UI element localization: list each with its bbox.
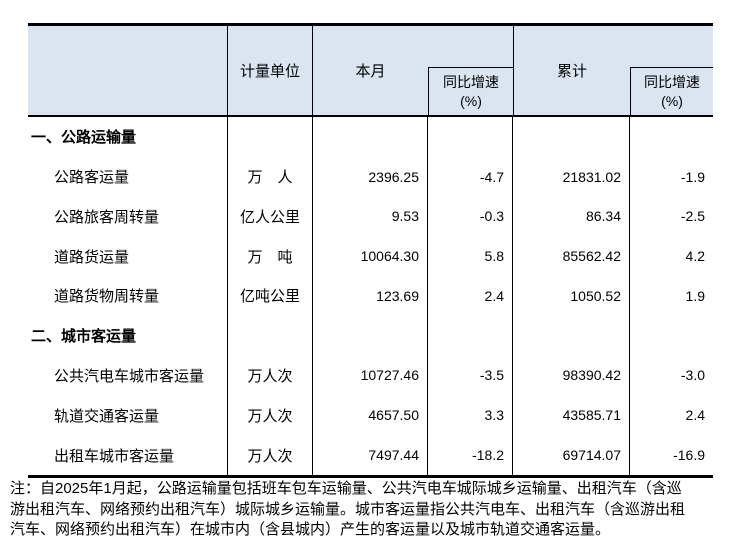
row-label: 公路客运量 (28, 156, 228, 197)
cell-yoy-value (428, 315, 513, 356)
cell-unit: 亿吨公里 (228, 276, 313, 316)
cell-yoy-value: -18.2 (428, 435, 513, 475)
cell-unit: 万 人 (228, 156, 313, 197)
cell-month-value: 2396.25 (313, 156, 428, 197)
cell-cumulative-value: 69714.07 (513, 435, 630, 475)
header-cumulative-column: 累计 (513, 26, 630, 115)
cell-cumulative-yoy-value: -1.9 (680, 168, 705, 185)
cell-month-value (313, 117, 428, 157)
row-label: 道路货运量 (28, 236, 228, 277)
header-yoy-month-column: 同比增速 (%) (428, 67, 513, 115)
cell-yoy-value: 2.4 (428, 276, 513, 316)
cell-cumulative-value: 98390.42 (513, 355, 630, 396)
cell-unit (228, 315, 313, 356)
cell-yoy-value (428, 117, 513, 157)
yoy-percent-label: (%) (661, 92, 683, 109)
cell-unit: 万人次 (228, 355, 313, 396)
cell-cumulative-value: 1050.52 (513, 276, 630, 316)
cell-unit (228, 117, 313, 157)
cell-month-value: 123.69 (313, 276, 428, 316)
row-label: 轨道交通客运量 (28, 395, 228, 436)
header-unit-column: 计量单位 (228, 26, 313, 115)
cell-cumulative-yoy-value: -16.9 (673, 447, 705, 463)
header-yoy-cumulative-column: 同比增速 (%) (630, 67, 713, 115)
cell-month-value: 7497.44 (313, 435, 428, 475)
cell-yoy-value: -3.5 (428, 355, 513, 396)
cell-unit: 万人次 (228, 395, 313, 436)
cell-unit: 亿人公里 (228, 196, 313, 237)
yoy-percent-label: (%) (460, 92, 482, 109)
cell-unit: 万 吨 (228, 236, 313, 277)
row-label: 一、公路运输量 (28, 117, 228, 157)
row-label: 公共汽电车城市客运量 (28, 355, 228, 396)
row-label: 道路货物周转量 (28, 276, 228, 316)
cell-cumulative-value: 86.34 (513, 196, 630, 237)
cell-cumulative-yoy-value (630, 316, 713, 356)
cell-month-value: 9.53 (313, 196, 428, 237)
row-label: 公路旅客周转量 (28, 196, 228, 237)
cell-yoy-value: 3.3 (428, 395, 513, 436)
header-month-column: 本月 (355, 63, 386, 80)
cell-cumulative-yoy-value: 2.4 (685, 407, 705, 424)
cell-cumulative-value: 43585.71 (513, 395, 630, 436)
cell-month-value: 4657.50 (313, 395, 428, 436)
cell-cumulative-value (513, 315, 630, 356)
row-label: 出租车城市客运量 (28, 435, 228, 475)
header-empty-cell (28, 26, 228, 115)
cell-cumulative-yoy-value: -2.5 (680, 208, 705, 225)
footnote-line: 注：自2025年1月起，公路运输量包括班车包车运输量、公共汽电车城际城乡运输量、… (10, 480, 682, 497)
row-label: 二、城市客运量 (28, 315, 228, 356)
transport-statistics-table: 计量单位 本月 同比增速 (%) 累计 同比增速 (%) 一、公路运输量 公路客… (28, 23, 713, 478)
cell-cumulative-yoy-value: 1.9 (685, 287, 705, 304)
cell-month-value: 10064.30 (313, 236, 428, 277)
footnote-line: 汽车、网络预约出租汽车）在城市内（含县城内）产生的客运量以及城市轨道交通客运量。 (10, 521, 611, 538)
cell-cumulative-value: 21831.02 (513, 156, 630, 197)
cell-yoy-value: -4.7 (428, 156, 513, 197)
footnote-line: 游出租汽车、网络预约出租汽车）城际城乡运输量。城市客运量指公共汽电车、出租汽车（… (10, 500, 686, 518)
cell-month-value: 10727.46 (313, 355, 428, 396)
cell-cumulative-yoy-value: 4.2 (685, 248, 705, 265)
yoy-label: 同比增速 (644, 74, 700, 91)
table-body: 一、公路运输量 公路客运量 万 人 2396.25 -4.7 21831.02 … (28, 117, 713, 475)
table-header: 计量单位 本月 同比增速 (%) 累计 同比增速 (%) (28, 26, 713, 117)
cell-month-value (313, 315, 428, 356)
yoy-label: 同比增速 (443, 74, 499, 91)
cell-cumulative-yoy-value: -3.0 (680, 367, 705, 384)
cell-unit: 万人次 (228, 435, 313, 475)
cell-yoy-value: -0.3 (428, 196, 513, 237)
cell-cumulative-yoy-value (630, 117, 713, 157)
cell-yoy-value: 5.8 (428, 236, 513, 277)
cell-cumulative-value: 85562.42 (513, 236, 630, 277)
footnote: 注：自2025年1月起，公路运输量包括班车包车运输量、公共汽电车城际城乡运输量、… (10, 479, 744, 541)
cell-cumulative-value (513, 117, 630, 157)
